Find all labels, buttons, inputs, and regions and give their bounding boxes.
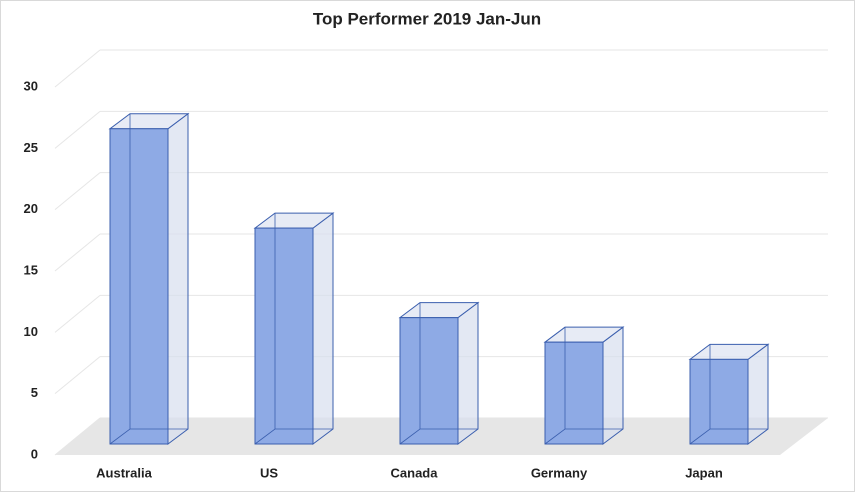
y-tick-label: 30 [24, 78, 38, 93]
y-tick-label: 5 [31, 385, 38, 400]
chart-title: Top Performer 2019 Jan-Jun [313, 9, 541, 28]
x-tick-label: Germany [531, 465, 588, 480]
grid-line-side [54, 294, 101, 333]
grid-line-side [54, 110, 101, 149]
grid-line-side [54, 417, 101, 456]
bar [544, 341, 604, 445]
y-tick-label: 20 [24, 201, 38, 216]
grid-line-side [54, 172, 101, 211]
bar [109, 128, 169, 445]
y-tick-label: 0 [31, 446, 38, 461]
x-tick-label: Japan [685, 465, 723, 480]
x-tick-label: Canada [391, 465, 439, 480]
grid-line-side [54, 233, 101, 272]
bar-side [602, 326, 624, 445]
grid-line-side [54, 49, 101, 88]
bar [399, 317, 459, 445]
bar-side [457, 301, 479, 445]
bar-side [167, 112, 189, 445]
x-tick-label: US [260, 465, 278, 480]
x-tick-label: Australia [96, 465, 152, 480]
y-tick-label: 15 [24, 262, 38, 277]
bar [254, 227, 314, 445]
bar [689, 358, 749, 445]
y-tick-label: 10 [24, 324, 38, 339]
y-tick-label: 25 [24, 140, 38, 155]
bar-side [312, 212, 334, 445]
grid-line-side [54, 356, 101, 395]
